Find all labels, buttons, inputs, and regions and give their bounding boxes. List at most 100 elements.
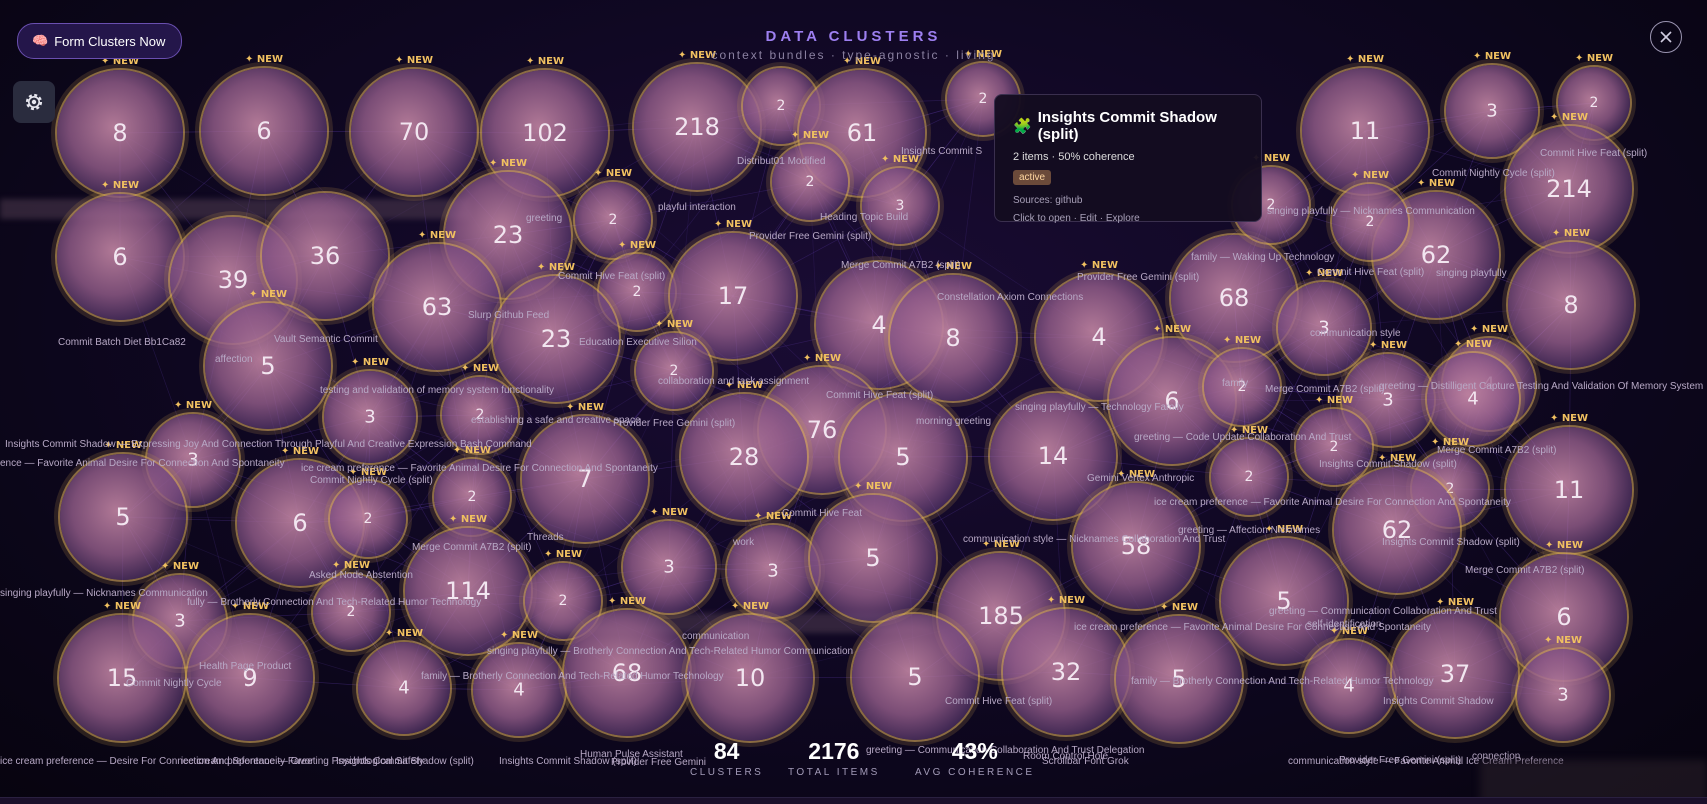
cluster-bubble[interactable]: 32 ✦ NEW <box>1003 595 1129 735</box>
form-clusters-button[interactable]: 🧠 Form Clusters Now <box>17 23 183 59</box>
cluster-label: connection <box>1472 751 1521 762</box>
cluster-bubble[interactable]: 2 ✦ NEW <box>575 168 651 258</box>
cluster-label: greeting — Communication Collaboration A… <box>866 745 1145 756</box>
cluster-bubble[interactable]: 62 ✦ NEW <box>1334 453 1460 593</box>
cluster-bubble[interactable]: 10 ✦ NEW <box>687 601 813 741</box>
new-badge: ✦ NEW <box>1251 153 1291 164</box>
cluster-count: 4 <box>1467 388 1479 410</box>
cluster-bubble[interactable]: 11 ✦ NEW <box>1506 413 1632 553</box>
cluster-bubble[interactable]: 2 ✦ NEW <box>1204 335 1280 425</box>
cluster-bubble[interactable]: 68 ✦ NEW <box>564 596 690 736</box>
cluster-count: 14 <box>1037 442 1069 470</box>
cluster-bubble[interactable]: 58 ✦ NEW <box>1073 469 1199 609</box>
cluster-bubble[interactable]: 5 ✦ NEW <box>810 481 936 621</box>
cluster-bubble[interactable]: 2 ✦ NEW <box>1296 395 1372 485</box>
stat-clusters-value: 84 <box>713 738 740 764</box>
cluster-label: singing playfully <box>1436 268 1507 279</box>
cluster-label: greeting — Affection Nicknames <box>1178 525 1321 536</box>
cluster-count: 3 <box>767 560 779 582</box>
cluster-bubble[interactable]: 5 ✦ NEW <box>60 440 186 580</box>
new-badge: ✦ NEW <box>1314 395 1354 406</box>
cluster-count: 62 <box>1420 241 1452 269</box>
bottom-bar <box>0 797 1707 804</box>
cluster-bubble[interactable]: 8 ✦ NEW <box>890 261 1016 401</box>
cluster-count: 2 <box>776 98 786 114</box>
new-badge: ✦ NEW <box>1549 112 1589 123</box>
cluster-count: 5 <box>895 443 911 471</box>
cluster-bubble[interactable]: 2 ✦ NEW <box>330 467 406 557</box>
cluster-bubble[interactable]: 7 ✦ NEW <box>522 402 648 542</box>
new-badge: ✦ NEW <box>1435 597 1475 608</box>
cluster-count: 70 <box>398 118 430 146</box>
cluster-bubble[interactable]: 63 ✦ NEW <box>374 230 500 370</box>
cluster-bubble[interactable]: 3 ✦ NEW <box>727 511 819 617</box>
cluster-count: 76 <box>806 416 838 444</box>
new-badge: ✦ NEW <box>488 158 528 169</box>
cluster-bubble[interactable]: 11 ✦ NEW <box>1302 54 1428 194</box>
cluster-bubble[interactable]: 2 ✦ NEW <box>434 445 510 535</box>
cluster-bubble[interactable]: 9 ✦ NEW <box>187 601 313 741</box>
cluster-label: Merge Commit A7B2 (split) <box>1265 384 1385 395</box>
cluster-label: family — Brotherly Connection And Tech-R… <box>1131 676 1434 687</box>
cluster-label: family <box>1222 378 1249 389</box>
cluster-bubble[interactable]: 70 ✦ NEW <box>351 55 477 195</box>
cluster-bubble[interactable]: 28 ✦ NEW <box>681 380 807 520</box>
cluster-bubble[interactable]: 5 ✦ NEW <box>1116 602 1242 742</box>
cluster-count: 17 <box>717 282 749 310</box>
cluster-bubble[interactable]: 4 ✦ NEW <box>1427 339 1519 445</box>
cluster-label: Insights Commit Shadow (split) <box>336 756 474 767</box>
settings-button[interactable] <box>13 81 55 123</box>
cluster-bubble[interactable]: 3 ✦ NEW <box>623 507 715 613</box>
cluster-count: 4 <box>871 311 887 339</box>
cluster-bubble[interactable]: 6 ✦ NEW <box>201 54 327 194</box>
cluster-bubble[interactable]: 6 ✦ NEW <box>1501 540 1627 680</box>
cluster-count: 4 <box>513 679 525 701</box>
new-badge: ✦ NEW <box>384 628 424 639</box>
cluster-label: greeting — Code Update Collaboration And… <box>1134 432 1352 443</box>
cluster-label: Vault Semantic Commit <box>274 334 378 345</box>
cluster-label: Insights Commit Shadow (split) <box>1382 537 1520 548</box>
cluster-bubble[interactable]: 114 ✦ NEW <box>405 514 531 654</box>
cluster-bubble[interactable]: 4 ✦ NEW <box>473 630 565 736</box>
cluster-bubble[interactable]: 3 ✦ NEW <box>324 357 416 463</box>
cluster-bubble[interactable]: 36 <box>262 193 388 319</box>
cluster-bubble[interactable]: 6 ✦ NEW <box>57 180 183 320</box>
cluster-bubble[interactable]: 3 ✦ NEW <box>862 154 938 244</box>
cluster-bubble[interactable]: 23 ✦ NEW <box>493 262 619 402</box>
cluster-count: 37 <box>1439 660 1471 688</box>
cluster-bubble[interactable]: 5 ✦ NEW <box>205 289 331 429</box>
cluster-bubble[interactable]: 5 ✦ NEW <box>1221 524 1347 664</box>
cluster-bubble[interactable]: 4 ✦ NEW <box>358 628 450 734</box>
cluster-label: Health Page Product <box>199 661 292 672</box>
cluster-bubble[interactable]: 8 ✦ NEW <box>57 56 183 196</box>
cluster-bubble[interactable]: 3 ✦ NEW <box>1278 268 1370 374</box>
cluster-label: ence — Favorite Animal Desire For Connec… <box>0 458 285 469</box>
cluster-bubble[interactable]: 2 ✦ NEW <box>1211 425 1287 515</box>
cluster-label: Insights Commit Shadow — Expressing Joy … <box>5 439 532 450</box>
cluster-bubble[interactable]: 5 <box>852 614 978 740</box>
new-badge: ✦ NEW <box>100 180 140 191</box>
cluster-bubble[interactable]: 218 ✦ NEW <box>634 50 760 190</box>
cluster-bubble[interactable]: 15 ✦ NEW <box>59 601 185 741</box>
cluster-bubble[interactable]: 2 ✦ NEW <box>525 549 601 639</box>
cluster-bubble[interactable]: 3 ✦ NEW <box>1446 51 1538 157</box>
tooltip-sources: Sources: github <box>1013 195 1083 206</box>
cluster-bubble[interactable]: 4 ✦ NEW <box>1303 626 1395 732</box>
cluster-bubble[interactable]: 2 ✦ NEW <box>772 130 848 220</box>
cluster-bubble[interactable]: 37 ✦ NEW <box>1392 597 1518 737</box>
cluster-bubble[interactable]: 8 ✦ NEW <box>1508 228 1634 368</box>
cluster-bubble[interactable]: 68 <box>1171 235 1297 361</box>
cluster-label: Constellation Axiom Connections <box>937 292 1084 303</box>
cluster-bubble[interactable]: 2 ✦ NEW <box>1332 170 1408 260</box>
cluster-bubble[interactable]: 214 ✦ NEW <box>1506 112 1632 252</box>
stat-total-items-value: 2176 <box>808 738 860 764</box>
cluster-count: 23 <box>492 221 524 249</box>
cluster-bubble[interactable]: 3 ✦ NEW <box>1517 635 1609 741</box>
cluster-bubble[interactable]: 2 ✦ NEW <box>313 560 389 650</box>
close-button[interactable] <box>1650 21 1682 53</box>
cluster-label: Provider Free Gemini (split) <box>1339 755 1462 766</box>
cluster-bubble[interactable]: 2 ✦ NEW <box>442 363 518 453</box>
cluster-bubble[interactable]: 2 ✦ NEW <box>636 319 712 409</box>
new-badge: ✦ NEW <box>1079 260 1119 271</box>
